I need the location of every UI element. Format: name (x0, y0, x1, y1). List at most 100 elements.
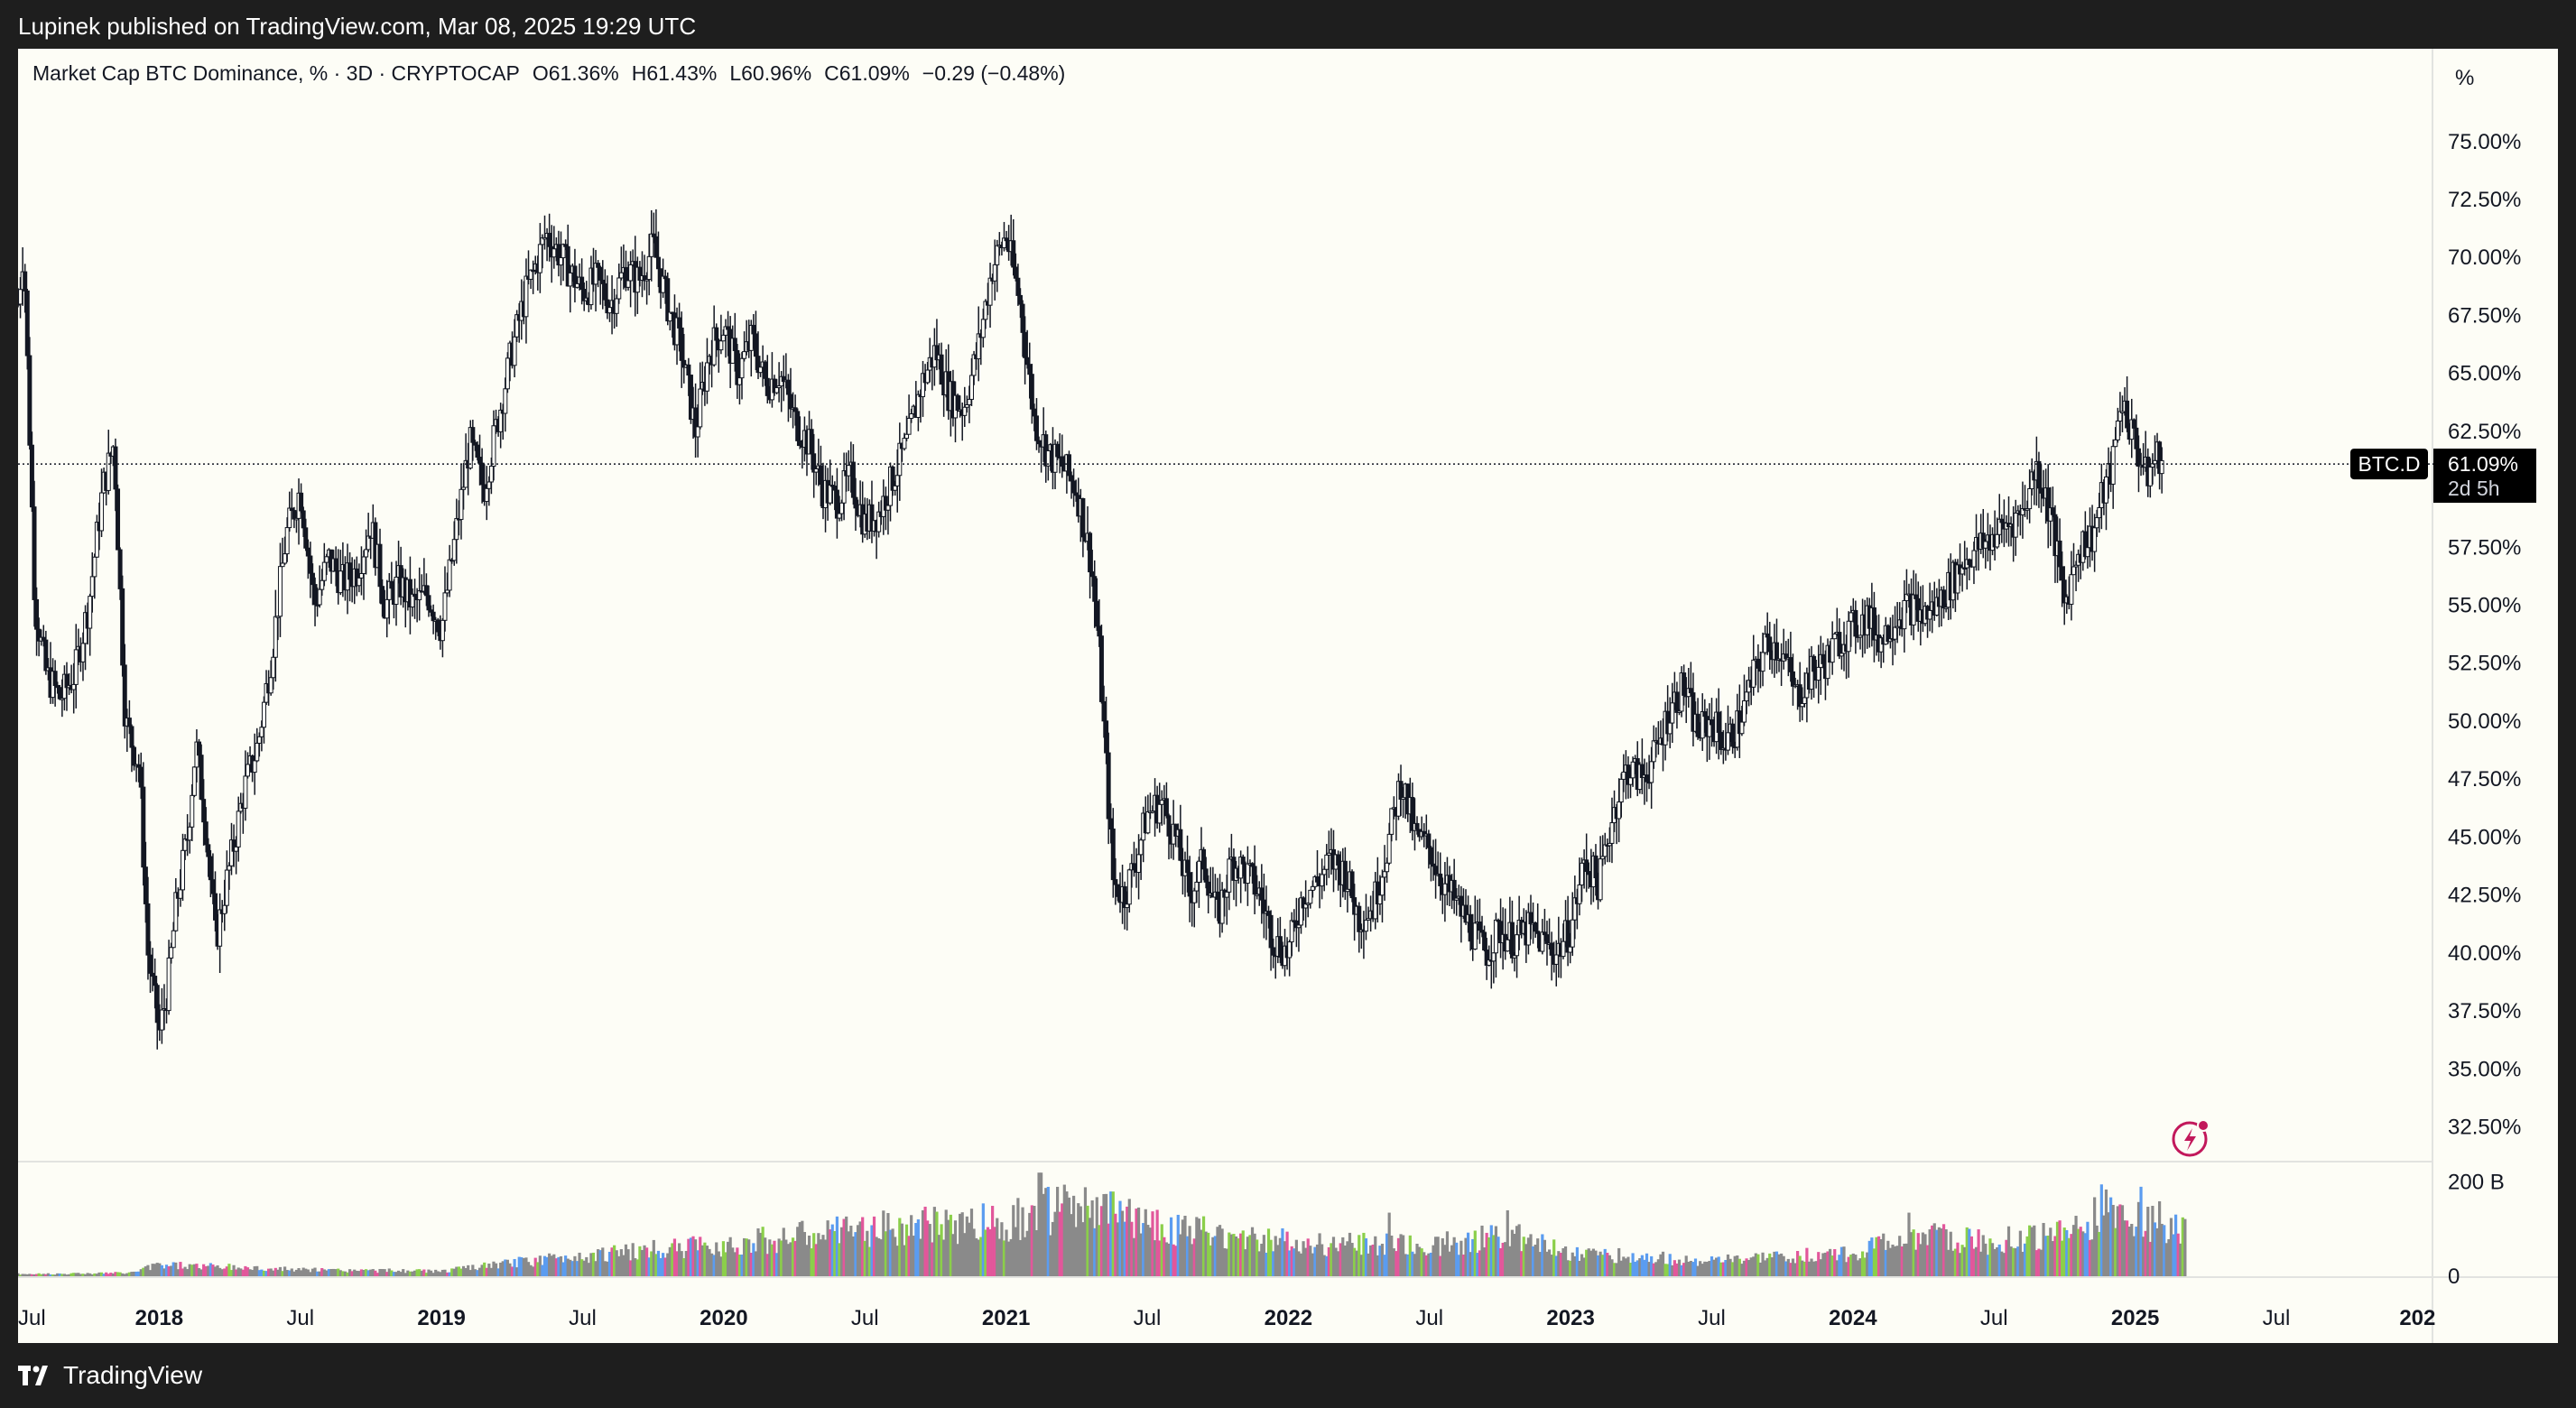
candle (1023, 331, 1028, 358)
candle (88, 596, 93, 629)
candle (906, 417, 912, 435)
time-tick-label: 2018 (135, 1306, 183, 1330)
volume-bar (1736, 1255, 1739, 1276)
volume-bar (1761, 1252, 1765, 1276)
volume-bar (770, 1244, 774, 1276)
volume-bar (1921, 1232, 1925, 1276)
volume-bar (1634, 1262, 1637, 1276)
candle (1561, 940, 1566, 958)
volume-bar (550, 1255, 553, 1276)
volume-bar (290, 1268, 293, 1276)
volume-bar (1441, 1237, 1444, 1276)
candle (141, 786, 146, 868)
volume-bar (160, 1264, 163, 1276)
volume-bar (1151, 1211, 1154, 1276)
volume-bar (1582, 1257, 1586, 1276)
volume-bar (522, 1257, 525, 1276)
candle (1788, 657, 1793, 672)
volume-bar (2127, 1227, 2131, 1276)
volume-bar (2173, 1214, 2178, 1276)
candle (1913, 594, 1919, 599)
volume-bar (1810, 1258, 1813, 1276)
volume-bar (557, 1256, 561, 1276)
volume-bar (1696, 1265, 1700, 1276)
candle (811, 453, 817, 473)
candle (1438, 873, 1443, 886)
chart-legend[interactable]: Market Cap BTC Dominance, % · 3D · CRYPT… (32, 61, 1078, 86)
volume-bar (246, 1267, 250, 1276)
symbol-label[interactable]: BTC.D (2358, 452, 2421, 476)
volume-bar (355, 1270, 358, 1276)
volume-bar (338, 1270, 342, 1276)
countdown-label: 2d 5h (2448, 477, 2500, 500)
candle (380, 586, 385, 605)
time-tick-label: 2022 (1265, 1306, 1312, 1330)
volume-bar (390, 1270, 394, 1276)
volume-bar (1079, 1206, 1082, 1276)
volume-bar (988, 1228, 992, 1276)
volume-bar (1615, 1263, 1618, 1276)
volume-bar (606, 1261, 609, 1276)
candle (839, 502, 845, 514)
volume-bar (882, 1210, 885, 1276)
candle (1451, 879, 1457, 901)
volume-bar (1807, 1261, 1812, 1276)
volume-bar (687, 1238, 690, 1276)
candle (1695, 713, 1700, 737)
candle (1386, 833, 1392, 864)
volume-bar (1042, 1193, 1045, 1276)
volume-bar (940, 1224, 943, 1276)
volume-bar (334, 1269, 338, 1276)
volume-bar (895, 1246, 899, 1276)
candle (243, 775, 248, 809)
volume-bar (1842, 1246, 1846, 1276)
volume-bar (1234, 1236, 1238, 1276)
volume-bar (1650, 1255, 1654, 1276)
volume-bar (1135, 1209, 1138, 1276)
volume-bar (926, 1220, 930, 1276)
candle (955, 394, 960, 412)
volume-bar (1538, 1252, 1542, 1276)
chart-frame[interactable]: BTC.D 61.09% 2d 5h% 75.00% 72.50% 70.00% 67.50… (18, 49, 2558, 1343)
candle (512, 336, 517, 366)
volume-bar (1854, 1255, 1858, 1276)
candle (649, 233, 654, 257)
volume-bar (1413, 1254, 1417, 1276)
volume-bar (1814, 1261, 1818, 1276)
candle (742, 351, 747, 359)
volume-bar (53, 1274, 57, 1276)
volume-bar (464, 1267, 468, 1276)
volume-bar (2098, 1231, 2101, 1276)
volume-bar (304, 1268, 308, 1276)
volume-bar (1770, 1257, 1774, 1276)
volume-bar (672, 1238, 677, 1276)
volume-bar (638, 1246, 642, 1276)
volume-bar (1541, 1234, 1544, 1276)
lightning-alert-icon[interactable] (2172, 1121, 2208, 1157)
volume-bar (1687, 1261, 1691, 1276)
candle (992, 264, 997, 282)
volume-bar (619, 1249, 623, 1276)
volume-bar (1524, 1244, 1528, 1276)
volume-bar (1552, 1239, 1556, 1276)
chart-svg[interactable]: BTC.D 61.09%2d 5h% 75.00% 72.50% 70.00% 67.50… (18, 49, 2558, 1343)
price-scale-unit[interactable]: % (2455, 66, 2474, 90)
last-price-label[interactable]: 61.09% (2448, 452, 2518, 476)
volume-bar (1246, 1237, 1249, 1276)
candle (1315, 875, 1320, 883)
volume-bar (72, 1273, 76, 1276)
brand[interactable]: TradingView (18, 1361, 202, 1390)
volume-bar (1395, 1251, 1398, 1276)
candle (1145, 811, 1151, 834)
volume-bar (993, 1227, 996, 1276)
volume-bar (1126, 1206, 1129, 1276)
volume-bar (538, 1255, 542, 1276)
volume-bar (257, 1270, 261, 1276)
candle (113, 446, 118, 490)
volume-bar (1635, 1260, 1639, 1276)
volume-bar (650, 1251, 653, 1276)
volume-bar (736, 1247, 739, 1276)
volume-bar (829, 1229, 832, 1276)
candle (23, 271, 28, 292)
volume-bar (1765, 1257, 1769, 1276)
